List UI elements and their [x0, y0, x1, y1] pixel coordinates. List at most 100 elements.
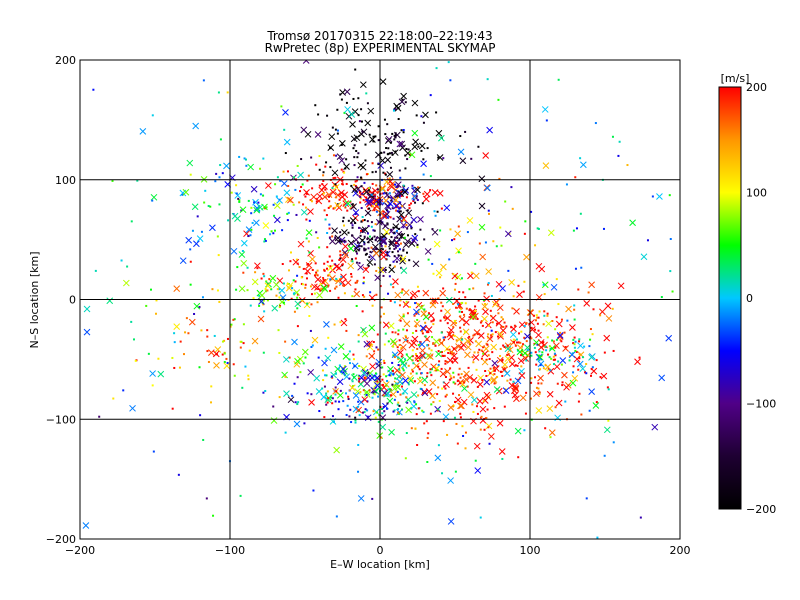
data-point-dot [402, 313, 405, 316]
data-point-dot [505, 325, 508, 328]
data-point-x [431, 189, 439, 196]
data-point-dot [457, 373, 460, 376]
data-point-dot [578, 392, 581, 395]
data-point-dot [411, 184, 414, 187]
data-point-x [372, 249, 380, 257]
data-point-dot [416, 285, 419, 288]
data-point-dot [395, 209, 398, 212]
data-point-dot [357, 470, 360, 473]
data-point-x [498, 448, 506, 455]
data-point-x [394, 291, 402, 299]
data-point-dot [395, 185, 398, 188]
data-point-dot [340, 240, 343, 243]
data-point-dot [459, 376, 462, 379]
data-point-dot [503, 321, 506, 324]
data-point-x [536, 353, 544, 361]
data-point-x [287, 196, 294, 204]
data-point-dot [573, 336, 576, 339]
data-point-x [357, 495, 365, 502]
data-point-dot [353, 365, 356, 368]
data-point-dot [314, 104, 317, 107]
data-point-dot [476, 333, 479, 336]
data-point-dot [323, 385, 326, 388]
data-point-dot [371, 238, 374, 241]
data-point-dot [418, 368, 421, 371]
data-point-dot [501, 457, 504, 460]
data-point-dot [461, 301, 464, 304]
data-point-x [389, 390, 397, 398]
data-point-dot [538, 393, 541, 396]
data-point-dot [325, 214, 328, 217]
data-point-x [83, 328, 91, 336]
data-point-x [580, 161, 587, 169]
data-point-dot [410, 427, 413, 430]
data-point-x [364, 119, 372, 127]
data-point-dot [611, 135, 614, 138]
data-point-dot [340, 275, 343, 278]
data-point-dot [226, 91, 229, 94]
data-point-dot [488, 212, 491, 215]
data-point-dot [611, 307, 614, 310]
data-point-dot [482, 400, 485, 403]
data-point-dot [404, 334, 407, 337]
data-point-dot [548, 345, 551, 348]
data-point-dot [490, 334, 493, 337]
data-point-dot [370, 343, 373, 346]
data-point-dot [422, 391, 425, 394]
data-point-dot [290, 297, 293, 300]
data-point-dot [366, 400, 369, 403]
data-point-dot [408, 204, 411, 207]
data-point-dot [413, 380, 416, 383]
data-point-dot [306, 302, 309, 305]
data-point-dot [371, 396, 374, 399]
data-point-x [321, 359, 328, 367]
data-point-dot [316, 269, 319, 272]
data-point-dot [444, 395, 447, 398]
data-point-dot [343, 239, 346, 242]
data-point-x [313, 374, 321, 382]
data-point-x [412, 260, 420, 268]
data-point-x [366, 236, 374, 244]
data-point-dot [448, 348, 451, 351]
data-point-dot [415, 325, 418, 328]
data-point-dot [402, 226, 405, 229]
data-point-dot [380, 244, 383, 247]
data-point-dot [520, 330, 523, 333]
data-point-dot [555, 316, 558, 319]
data-point-dot [557, 360, 560, 363]
data-point-x [336, 391, 344, 399]
data-point-dot [376, 205, 379, 208]
data-point-dot [418, 359, 421, 362]
data-point-x [396, 378, 404, 386]
data-point-dot [375, 202, 378, 205]
data-point-dot [534, 319, 537, 322]
data-point-x [537, 339, 545, 346]
data-point-x [462, 328, 470, 336]
data-point-dot [326, 260, 329, 263]
data-point-dot [318, 155, 321, 158]
data-point-dot [588, 345, 591, 348]
data-point-dot [173, 366, 176, 369]
data-point-dot [375, 269, 378, 272]
data-point-dot [484, 302, 487, 305]
data-point-dot [395, 242, 398, 245]
data-point-dot [306, 392, 309, 395]
data-point-x [402, 187, 410, 194]
data-point-x [240, 259, 248, 267]
data-point-dot [272, 232, 275, 235]
data-point-dot [377, 125, 380, 128]
data-point-x [342, 200, 350, 208]
data-point-dot [328, 273, 331, 276]
data-point-dot [501, 359, 504, 362]
data-point-dot [533, 346, 536, 349]
data-point-dot [415, 372, 418, 375]
data-point-dot [246, 266, 249, 269]
data-point-dot [518, 332, 521, 335]
data-point-dot [564, 400, 567, 403]
data-point-dot [517, 284, 520, 287]
data-point-dot [557, 303, 560, 306]
data-point-x [379, 185, 387, 192]
data-point-x [475, 340, 483, 348]
data-point-x [363, 340, 371, 348]
